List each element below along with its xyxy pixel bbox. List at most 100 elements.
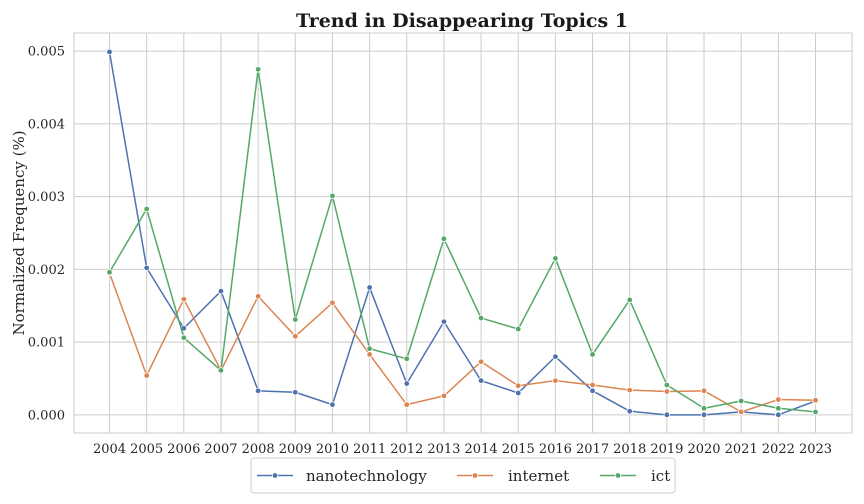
data-point-nanotechnology: [106, 48, 113, 56]
axis-ticks: 2004 2005 2006 2007 2008 2009 2010 2011 2012 2013…: [28, 45, 832, 457]
x-tick-label: 2022: [762, 442, 795, 457]
legend-label-nanotechnology: nanotechnology: [306, 467, 427, 485]
x-tick-label: 2005: [130, 442, 163, 457]
x-tick-label: 2013: [427, 442, 460, 457]
x-tick-label: 2007: [204, 442, 237, 457]
series-line-ict: [108, 68, 816, 413]
data-point-internet: [403, 401, 410, 408]
data-point-ict: [403, 355, 410, 363]
data-point-ict: [329, 192, 336, 200]
y-tick-label: 0.001: [28, 336, 65, 351]
data-point-nanotechnology: [589, 387, 596, 395]
x-tick-label: 2006: [167, 442, 200, 457]
x-tick-label: 2023: [799, 442, 832, 457]
x-tick-label: 2021: [725, 442, 758, 457]
y-tick-label: 0.000: [28, 408, 65, 423]
data-point-ict: [737, 397, 745, 405]
data-point-nanotechnology: [477, 377, 485, 384]
data-point-ict: [217, 367, 225, 374]
data-point-ict: [292, 316, 299, 323]
data-point-internet: [143, 372, 150, 379]
data-point-nanotechnology: [366, 284, 373, 291]
data-point-nanotechnology: [217, 287, 225, 295]
data-point-internet: [552, 377, 559, 384]
data-point-nanotechnology: [626, 407, 633, 415]
x-tick-label: 2020: [687, 442, 720, 457]
data-point-nanotechnology: [440, 318, 448, 325]
y-axis-label: Normalized Frequency (%): [10, 130, 28, 335]
x-tick-label: 2016: [539, 442, 572, 457]
legend-label-ict: ict: [651, 467, 670, 485]
data-point-internet: [180, 295, 188, 303]
x-tick-label: 2008: [242, 442, 275, 457]
plot-frame: [73, 32, 853, 434]
data-point-ict: [515, 325, 522, 333]
y-tick-label: 0.005: [28, 45, 65, 60]
data-point-internet: [477, 358, 485, 365]
data-point-ict: [700, 405, 708, 412]
x-tick-label: 2019: [650, 442, 683, 457]
data-point-ict: [812, 408, 819, 416]
data-point-internet: [775, 396, 782, 403]
legend: nanotechnology internet ict: [250, 457, 676, 494]
data-point-ict: [626, 296, 633, 304]
data-point-nanotechnology: [403, 380, 410, 387]
data-point-internet: [292, 333, 299, 340]
legend-marker-ict: [614, 472, 622, 479]
data-point-internet: [589, 381, 596, 389]
data-point-internet: [515, 382, 522, 389]
data-point-ict: [589, 351, 596, 358]
data-point-internet: [366, 351, 373, 358]
x-tick-label: 2018: [613, 442, 646, 457]
data-point-ict: [440, 235, 448, 243]
data-point-ict: [663, 381, 671, 389]
data-point-internet: [700, 387, 708, 395]
x-tick-label: 2015: [502, 442, 535, 457]
legend-marker-nanotechnology: [271, 472, 279, 479]
data-point-ict: [106, 269, 113, 276]
data-point-internet: [254, 293, 262, 300]
y-tick-label: 0.003: [28, 190, 65, 205]
x-tick-label: 2014: [465, 442, 498, 457]
chart-title: Trend in Disappearing Topics 1: [296, 10, 628, 32]
data-point-nanotechnology: [700, 411, 708, 419]
x-tick-label: 2010: [316, 442, 349, 457]
data-point-ict: [552, 255, 559, 262]
legend-label-internet: internet: [508, 467, 569, 485]
series-internet: [106, 269, 819, 416]
data-point-ict: [477, 314, 485, 322]
x-tick-label: 2004: [93, 442, 126, 457]
data-point-nanotechnology: [292, 389, 299, 396]
data-point-ict: [254, 66, 262, 73]
series-nanotechnology: [106, 48, 819, 419]
data-point-nanotechnology: [552, 353, 559, 360]
data-point-nanotechnology: [329, 401, 336, 408]
data-point-internet: [626, 386, 633, 394]
series-ict: [106, 66, 819, 416]
data-point-ict: [775, 405, 782, 412]
y-tick-label: 0.002: [28, 263, 65, 278]
x-tick-label: 2017: [576, 442, 609, 457]
data-point-internet: [812, 397, 819, 404]
data-point-internet: [329, 299, 336, 307]
data-point-nanotechnology: [663, 411, 671, 419]
legend-marker-internet: [471, 472, 479, 479]
data-point-ict: [366, 345, 373, 352]
data-point-internet: [737, 408, 745, 416]
x-tick-label: 2009: [279, 442, 312, 457]
series-group: [106, 48, 819, 419]
x-tick-label: 2012: [390, 442, 423, 457]
data-point-ict: [180, 334, 188, 341]
x-tick-label: 2011: [353, 442, 386, 457]
grid: [74, 33, 852, 433]
data-point-nanotechnology: [515, 389, 522, 397]
data-point-nanotechnology: [143, 264, 150, 272]
data-point-nanotechnology: [254, 387, 262, 395]
data-point-nanotechnology: [775, 411, 782, 419]
y-tick-label: 0.004: [28, 117, 65, 132]
data-point-internet: [440, 392, 448, 400]
series-line-internet: [108, 272, 816, 413]
data-point-internet: [663, 388, 671, 395]
data-point-ict: [143, 205, 150, 213]
